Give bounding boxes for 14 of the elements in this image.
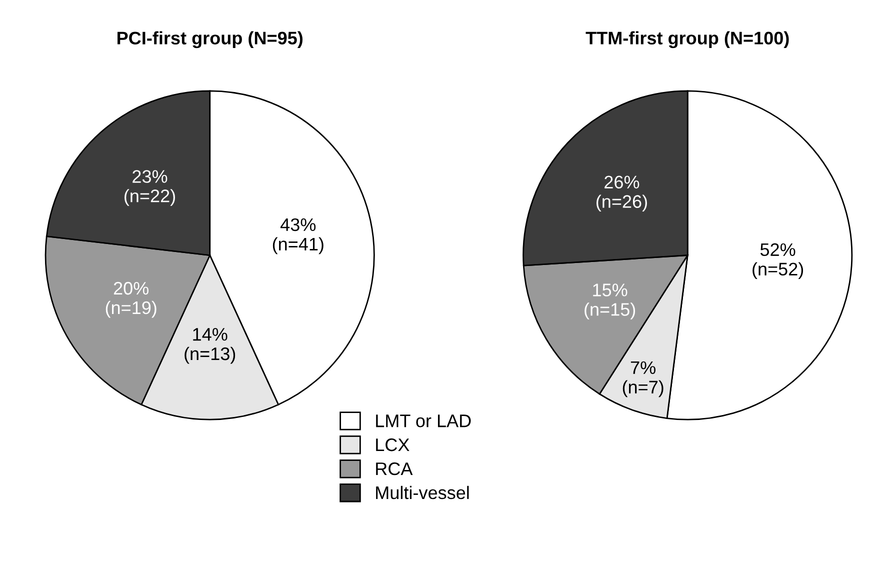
legend-label: Multi-vessel [376,486,469,500]
chart-title: TTM-first group (N=100) [586,31,789,48]
legend-label: LCX [376,438,410,452]
data-label: 14% (n=13) [184,328,236,364]
data-label: 15% (n=15) [584,284,636,320]
data-label: 26% (n=26) [596,176,647,212]
data-label: 20% (n=19) [106,282,156,318]
data-label: 52% (n=52) [752,243,804,280]
legend-label: RCA [376,462,413,476]
chart-title: PCI-first group (N=95) [118,31,303,48]
legend-label: LMT or LAD [376,414,471,428]
data-label: 23% (n=22) [124,170,175,206]
data-label: 43% (n=41) [272,218,324,254]
data-label: 7% (n=7) [622,361,664,398]
